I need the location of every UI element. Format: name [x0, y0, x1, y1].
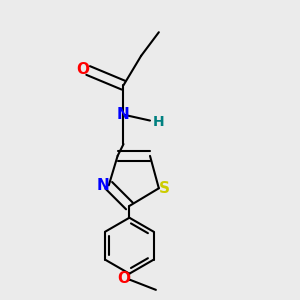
Text: N: N [117, 107, 130, 122]
Text: O: O [117, 271, 130, 286]
Text: N: N [97, 178, 109, 193]
Text: H: H [153, 115, 165, 129]
Text: S: S [159, 181, 170, 196]
Text: O: O [76, 61, 89, 76]
